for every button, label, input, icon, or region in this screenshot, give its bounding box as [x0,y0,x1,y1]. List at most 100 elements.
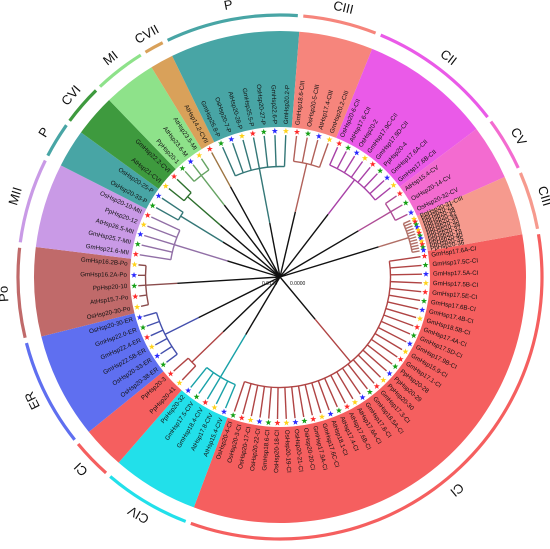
branch [223,204,281,278]
branch [395,213,408,221]
leaf-star-icon [260,128,267,135]
branch [390,273,422,276]
branch [274,135,277,167]
branch [219,334,247,378]
branch [374,187,391,201]
branch [200,158,210,171]
branch [242,383,252,415]
branch [329,146,339,166]
clade-sector-p [60,132,159,209]
leaf-star-icon [283,419,290,426]
leaf-star-icon [148,343,155,350]
branch [390,204,403,213]
branch [144,234,175,246]
leaf-star-icon [396,190,403,197]
clade-label-civ: CIV [125,503,152,527]
branch [357,354,382,378]
leaf-star-icon [417,232,424,239]
branch [343,155,356,174]
leaf-star-icon [326,136,333,143]
branch [224,384,236,409]
branch [150,329,164,337]
leaf-star-icon [414,324,421,330]
leaf-star-icon [230,412,237,418]
branch [232,142,244,174]
branch [358,211,392,232]
leaf-label: GmHsp17.5A-CI [433,270,479,278]
branch [363,173,378,189]
branch [250,385,259,417]
leaf-star-icon [187,158,194,165]
branch [219,224,281,278]
branch [301,137,308,163]
leaf-star-icon [132,293,139,300]
leaf-star-icon [418,238,425,245]
branch [252,137,261,169]
leaf-star-icon [422,270,430,277]
branch [139,254,171,261]
clade-label-p: P [35,125,52,140]
branch [292,135,298,162]
branch [283,135,287,167]
leaf-star-icon [139,324,147,331]
branch [184,170,195,182]
branch [222,146,237,177]
branch [385,307,417,319]
center-label-right: 0.0000 [290,281,306,287]
branch [222,276,281,333]
branch [174,244,228,262]
branch [385,195,397,205]
leaf-star-icon [422,288,429,295]
branch [276,387,279,419]
leaf-star-icon [336,140,343,147]
leaf-label: GmHsp22.6-P [270,85,278,124]
branch [294,163,308,212]
leaf-star-icon [413,221,420,228]
branch [279,276,316,320]
leaf-star-icon [422,279,429,286]
leaf-star-icon [134,303,141,310]
leaf-label: GmHsp20.2-P [283,85,292,124]
branch [350,161,364,178]
leaf-star-icon [271,127,278,134]
branch [181,365,197,381]
leaf-star-icon [407,209,415,216]
branch [369,179,385,195]
branch [336,151,347,169]
branch [311,382,322,414]
leaf-label: GmHsp17.5B-CI [433,280,479,289]
leaf-star-icon [344,403,351,410]
clade-label-ci: CI [447,480,467,500]
branch [168,188,185,202]
branch [404,222,412,227]
branch [380,320,411,335]
branch [412,250,420,253]
leaf-star-icon [202,399,209,406]
branch [297,385,305,418]
clade-sector-ciiii [417,176,523,251]
clade-label-p: P [223,0,234,13]
clade-ring-er [24,342,76,441]
branch [160,345,173,355]
branch [200,174,225,206]
leaf-star-icon [410,332,417,339]
branch [151,216,181,231]
branch [145,282,178,286]
leaf-star-icon [412,218,419,225]
leaf-star-icon [144,212,151,218]
leaf-star-icon [369,161,376,167]
branch [409,238,418,243]
branch [341,367,361,395]
leaf-star-icon [206,145,213,152]
clade-ring-mii [18,159,47,243]
branch [378,237,409,248]
leaf-star-icon [366,388,373,395]
clade-ring-cvi [68,89,98,122]
leaf-star-icon [137,231,144,237]
leaf-star-icon [176,379,183,386]
branch [410,241,418,245]
leaf-star-icon [171,173,178,180]
leaf-star-icon [416,315,423,322]
clade-label-ciiii: CIII [535,184,550,208]
leaf-star-icon [265,419,272,426]
